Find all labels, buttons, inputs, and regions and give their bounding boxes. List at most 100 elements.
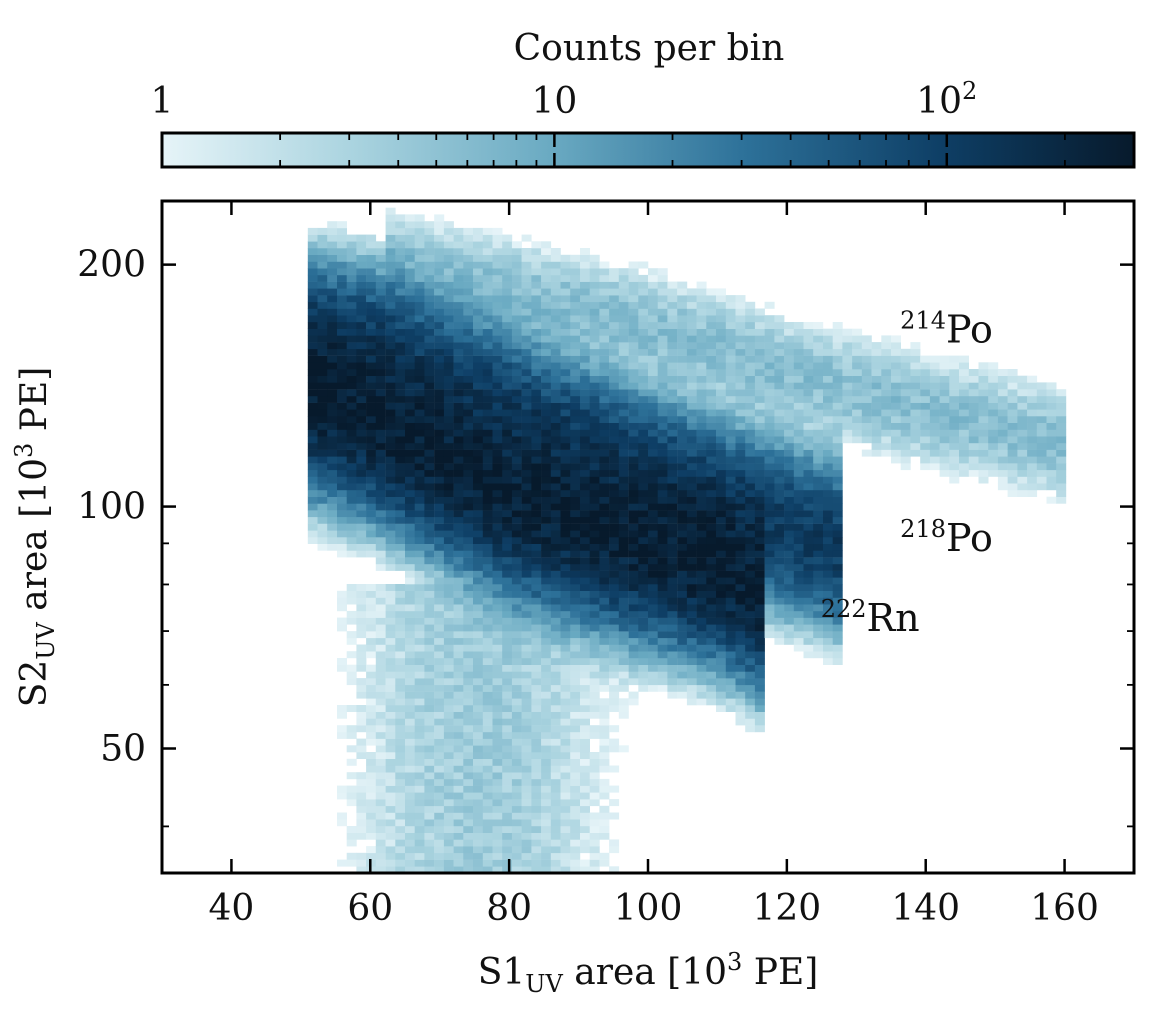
heatmap-cell [725,355,736,363]
heatmap-cell [978,382,989,390]
heatmap-cell [900,463,911,471]
heatmap-cell [443,590,454,598]
heatmap-cell [375,590,386,598]
heatmap-cell [754,389,765,397]
heatmap-cell [366,268,377,276]
heatmap-cell [657,274,668,282]
heatmap-cell [366,335,377,343]
heatmap-cell [550,523,561,531]
heatmap-cell [823,348,833,356]
heatmap-cell [366,476,377,484]
heatmap-cell [560,523,571,531]
heatmap-cell [531,248,542,255]
heatmap-cell [492,597,503,605]
heatmap-cell [599,342,610,350]
heatmap-cell [434,758,445,766]
heatmap-cell [327,503,338,511]
heatmap-cell [453,389,464,397]
heatmap-cell [628,523,639,531]
heatmap-cell [589,778,600,786]
heatmap-cell [638,281,649,289]
heatmap-cell [609,416,620,423]
heatmap-cell [385,469,396,477]
heatmap-cell [735,375,746,383]
heatmap-cell [1036,456,1047,464]
heatmap-cell [793,610,804,618]
heatmap-cell [997,416,1008,423]
heatmap-cell [395,852,406,860]
heatmap-cell [482,442,493,450]
heatmap-cell [356,852,367,860]
heatmap-cell [414,490,425,497]
heatmap-cell [560,584,571,591]
heatmap-cell [521,705,532,712]
heatmap-cell [939,369,950,376]
heatmap-cell [531,577,542,585]
heatmap-cell [754,416,765,423]
heatmap-cell [793,456,804,464]
heatmap-cell [521,557,532,565]
heatmap-cell [337,375,347,383]
heatmap-cell [609,577,620,585]
heatmap-cell [443,402,454,410]
heatmap-cell [424,416,435,423]
heatmap-cell [628,476,639,484]
heatmap-cell [366,456,377,464]
heatmap-cell [910,362,921,370]
heatmap-cell [356,644,367,652]
heatmap-cell [832,624,843,632]
heatmap-cell [366,752,377,759]
heatmap-cell [968,429,979,437]
heatmap-cell [346,785,357,793]
heatmap-cell [657,678,668,686]
heatmap-cell [871,375,882,383]
heatmap-cell [560,342,571,350]
heatmap-cell [385,496,396,504]
heatmap-cell [784,442,795,450]
heatmap-cell [667,442,678,450]
heatmap-cell [366,644,377,652]
heatmap-cell [385,610,396,618]
heatmap-cell [580,463,590,471]
heatmap-cell [580,846,590,854]
heatmap-cell [434,705,445,712]
heatmap-cell [473,577,483,585]
heatmap-cell [317,409,328,417]
heatmap-cell [473,826,483,833]
heatmap-cell [395,523,406,531]
heatmap-cell [337,234,347,242]
heatmap-cell [716,469,726,477]
heatmap-cell [677,691,688,699]
heatmap-cell [716,516,726,524]
heatmap-cell [492,799,503,807]
heatmap-cell [434,402,445,410]
heatmap-cell [861,355,872,363]
heatmap-cell [366,254,377,262]
heatmap-cell [385,658,396,665]
heatmap-cell [764,503,775,511]
heatmap-cell [473,301,483,309]
heatmap-cell [414,799,425,807]
heatmap-cell [667,416,678,423]
heatmap-cell [599,503,610,511]
heatmap-cell [443,678,454,686]
heatmap-cell [618,503,629,511]
heatmap-cell [706,557,717,565]
heatmap-cell [511,752,522,759]
heatmap-cell [337,429,347,437]
heatmap-cell [405,590,415,598]
heatmap-cell [550,261,561,269]
heatmap-cell [424,745,435,753]
heatmap-cell [580,563,590,571]
heatmap-cell [560,469,571,477]
heatmap-cell [463,523,474,531]
heatmap-cell [366,691,377,699]
heatmap-cell [434,859,445,867]
heatmap-cell [492,382,503,390]
heatmap-cell [667,570,678,578]
heatmap-cell [628,382,639,390]
heatmap-cell [366,234,377,242]
heatmap-cell [521,369,532,376]
x-axis-ticks: 40 60 80 100 120 140 160 [209,201,1099,929]
heatmap-cell [628,315,639,323]
